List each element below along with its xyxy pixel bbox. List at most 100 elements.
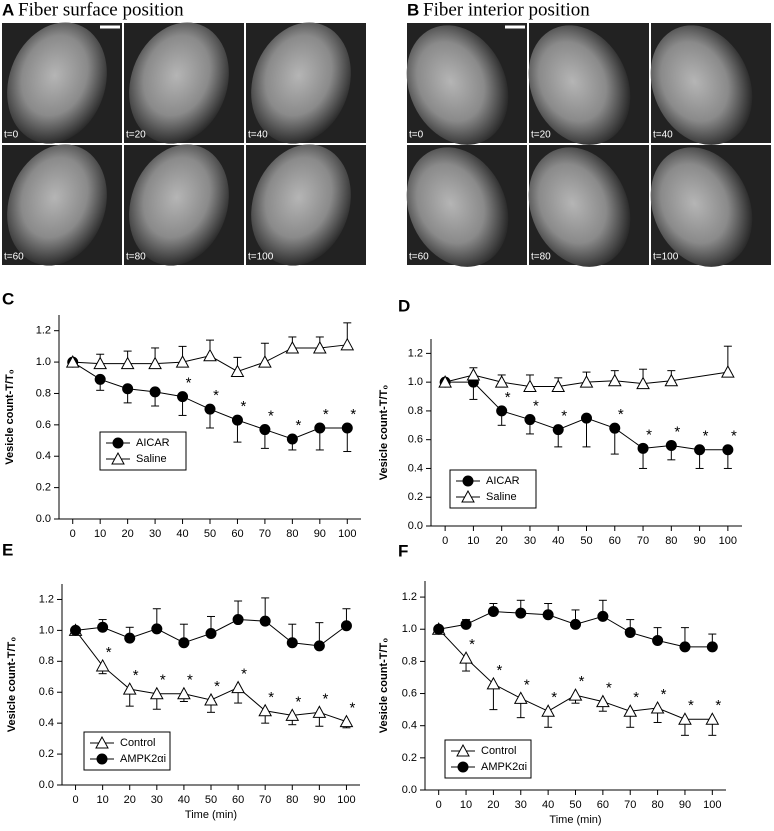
- y-tick-label: 1.2: [39, 593, 54, 605]
- y-tick-label: 0.0: [408, 520, 423, 532]
- significance: *: [606, 680, 612, 697]
- legend-box: [83, 731, 171, 771]
- frame-label: t=20: [531, 130, 551, 141]
- fiber: [251, 22, 351, 144]
- legend-marker: [96, 753, 108, 765]
- data-point: [579, 375, 594, 388]
- data-point: [515, 607, 527, 619]
- significance: *: [133, 667, 139, 684]
- significance: *: [295, 417, 301, 434]
- y-tick-label: 0.8: [39, 655, 54, 667]
- significance: *: [214, 678, 220, 695]
- data-point: [609, 422, 621, 434]
- x-tick-label: 50: [580, 535, 592, 547]
- fiber: [406, 25, 509, 145]
- data-point: [541, 704, 555, 717]
- data-point: [466, 367, 481, 381]
- legend-label: Saline: [136, 453, 167, 465]
- data-point: [148, 356, 162, 370]
- y-tick-label: 1.2: [408, 347, 423, 359]
- x-tick-label: 60: [232, 794, 244, 806]
- significance: *: [268, 408, 274, 425]
- y-tick-label: 0.0: [39, 779, 54, 791]
- data-point: [232, 614, 244, 626]
- x-tick-label: 80: [286, 794, 298, 806]
- data-point: [433, 623, 445, 635]
- data-point: [722, 444, 734, 456]
- data-point: [149, 386, 161, 398]
- significance: *: [533, 398, 539, 415]
- significance: *: [160, 672, 166, 689]
- y-tick-label: 0.6: [39, 686, 54, 698]
- data-point: [314, 422, 326, 434]
- data-point: [623, 704, 638, 717]
- legend-label: Control: [120, 737, 155, 749]
- data-point: [97, 621, 109, 633]
- x-tick-label: 70: [259, 528, 271, 540]
- y-tick-label: 0.0: [36, 513, 51, 525]
- y-axis-label: Vesicle count-T/T₀: [378, 638, 390, 733]
- data-point: [636, 376, 650, 390]
- data-point: [607, 373, 622, 387]
- data-point: [151, 623, 163, 635]
- x-tick-label: 80: [651, 799, 663, 811]
- data-point: [341, 422, 353, 434]
- panel-title: Fiber interior position: [423, 0, 590, 20]
- significance: *: [106, 644, 112, 661]
- significance: *: [241, 666, 247, 683]
- data-point: [664, 373, 679, 387]
- significance: *: [187, 672, 193, 689]
- x-tick-label: 100: [719, 535, 737, 547]
- data-point: [312, 705, 327, 718]
- significance: *: [350, 406, 356, 423]
- y-tick-label: 0.4: [408, 462, 423, 474]
- significance: *: [213, 387, 219, 404]
- fiber: [528, 25, 631, 145]
- x-tick-label: 60: [597, 799, 609, 811]
- y-tick-label: 0.2: [408, 491, 423, 503]
- legend-marker: [95, 735, 109, 749]
- panel-label: C: [2, 289, 14, 308]
- significance: *: [295, 693, 301, 710]
- legend-marker: [112, 437, 124, 449]
- fiber: [650, 147, 753, 267]
- series-line: [445, 371, 728, 387]
- y-tick-label: 1.0: [36, 356, 51, 368]
- x-tick-label: 20: [124, 794, 136, 806]
- panel-label: A: [2, 0, 14, 19]
- x-tick-label: 60: [609, 535, 621, 547]
- data-point: [204, 692, 218, 706]
- x-tick-label: 0: [436, 799, 442, 811]
- x-tick-label: 30: [151, 794, 163, 806]
- data-point: [570, 618, 581, 630]
- data-point: [568, 688, 583, 701]
- x-tick-label: 70: [259, 794, 271, 806]
- significance: *: [661, 686, 667, 703]
- significance: *: [731, 428, 737, 445]
- significance: *: [323, 406, 329, 423]
- legend-label: Control: [481, 745, 516, 757]
- x-tick-label: 20: [496, 535, 508, 547]
- significance: *: [524, 676, 530, 693]
- data-point: [205, 627, 217, 639]
- data-point: [120, 356, 135, 370]
- significance: *: [241, 398, 247, 415]
- y-tick-label: 0.8: [402, 655, 417, 667]
- data-point: [679, 641, 691, 653]
- x-tick-label: 50: [204, 528, 216, 540]
- x-tick-label: 10: [460, 799, 472, 811]
- significance: *: [350, 700, 356, 717]
- legend-marker: [462, 475, 474, 487]
- significance: *: [322, 690, 328, 707]
- significance: *: [715, 697, 721, 714]
- y-axis-label: Vesicle count-T/T₀: [378, 385, 390, 480]
- frame-label: t=0: [4, 130, 19, 141]
- data-point: [523, 379, 537, 392]
- significance: *: [633, 689, 639, 706]
- data-point: [230, 364, 245, 377]
- legend-marker: [461, 489, 475, 503]
- frame-label: t=20: [126, 130, 146, 141]
- x-tick-label: 80: [286, 528, 298, 540]
- significance: *: [579, 673, 585, 690]
